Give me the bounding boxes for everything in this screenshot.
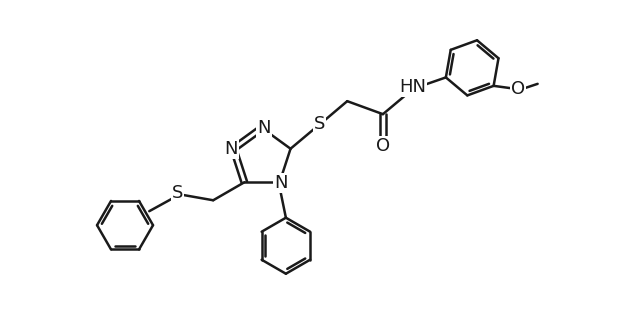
Text: S: S — [172, 184, 184, 202]
Text: N: N — [257, 119, 271, 137]
Text: HN: HN — [399, 78, 426, 96]
Text: N: N — [274, 174, 287, 192]
Text: N: N — [225, 140, 238, 158]
Text: O: O — [376, 137, 390, 155]
Text: S: S — [314, 115, 325, 133]
Text: O: O — [511, 80, 525, 98]
